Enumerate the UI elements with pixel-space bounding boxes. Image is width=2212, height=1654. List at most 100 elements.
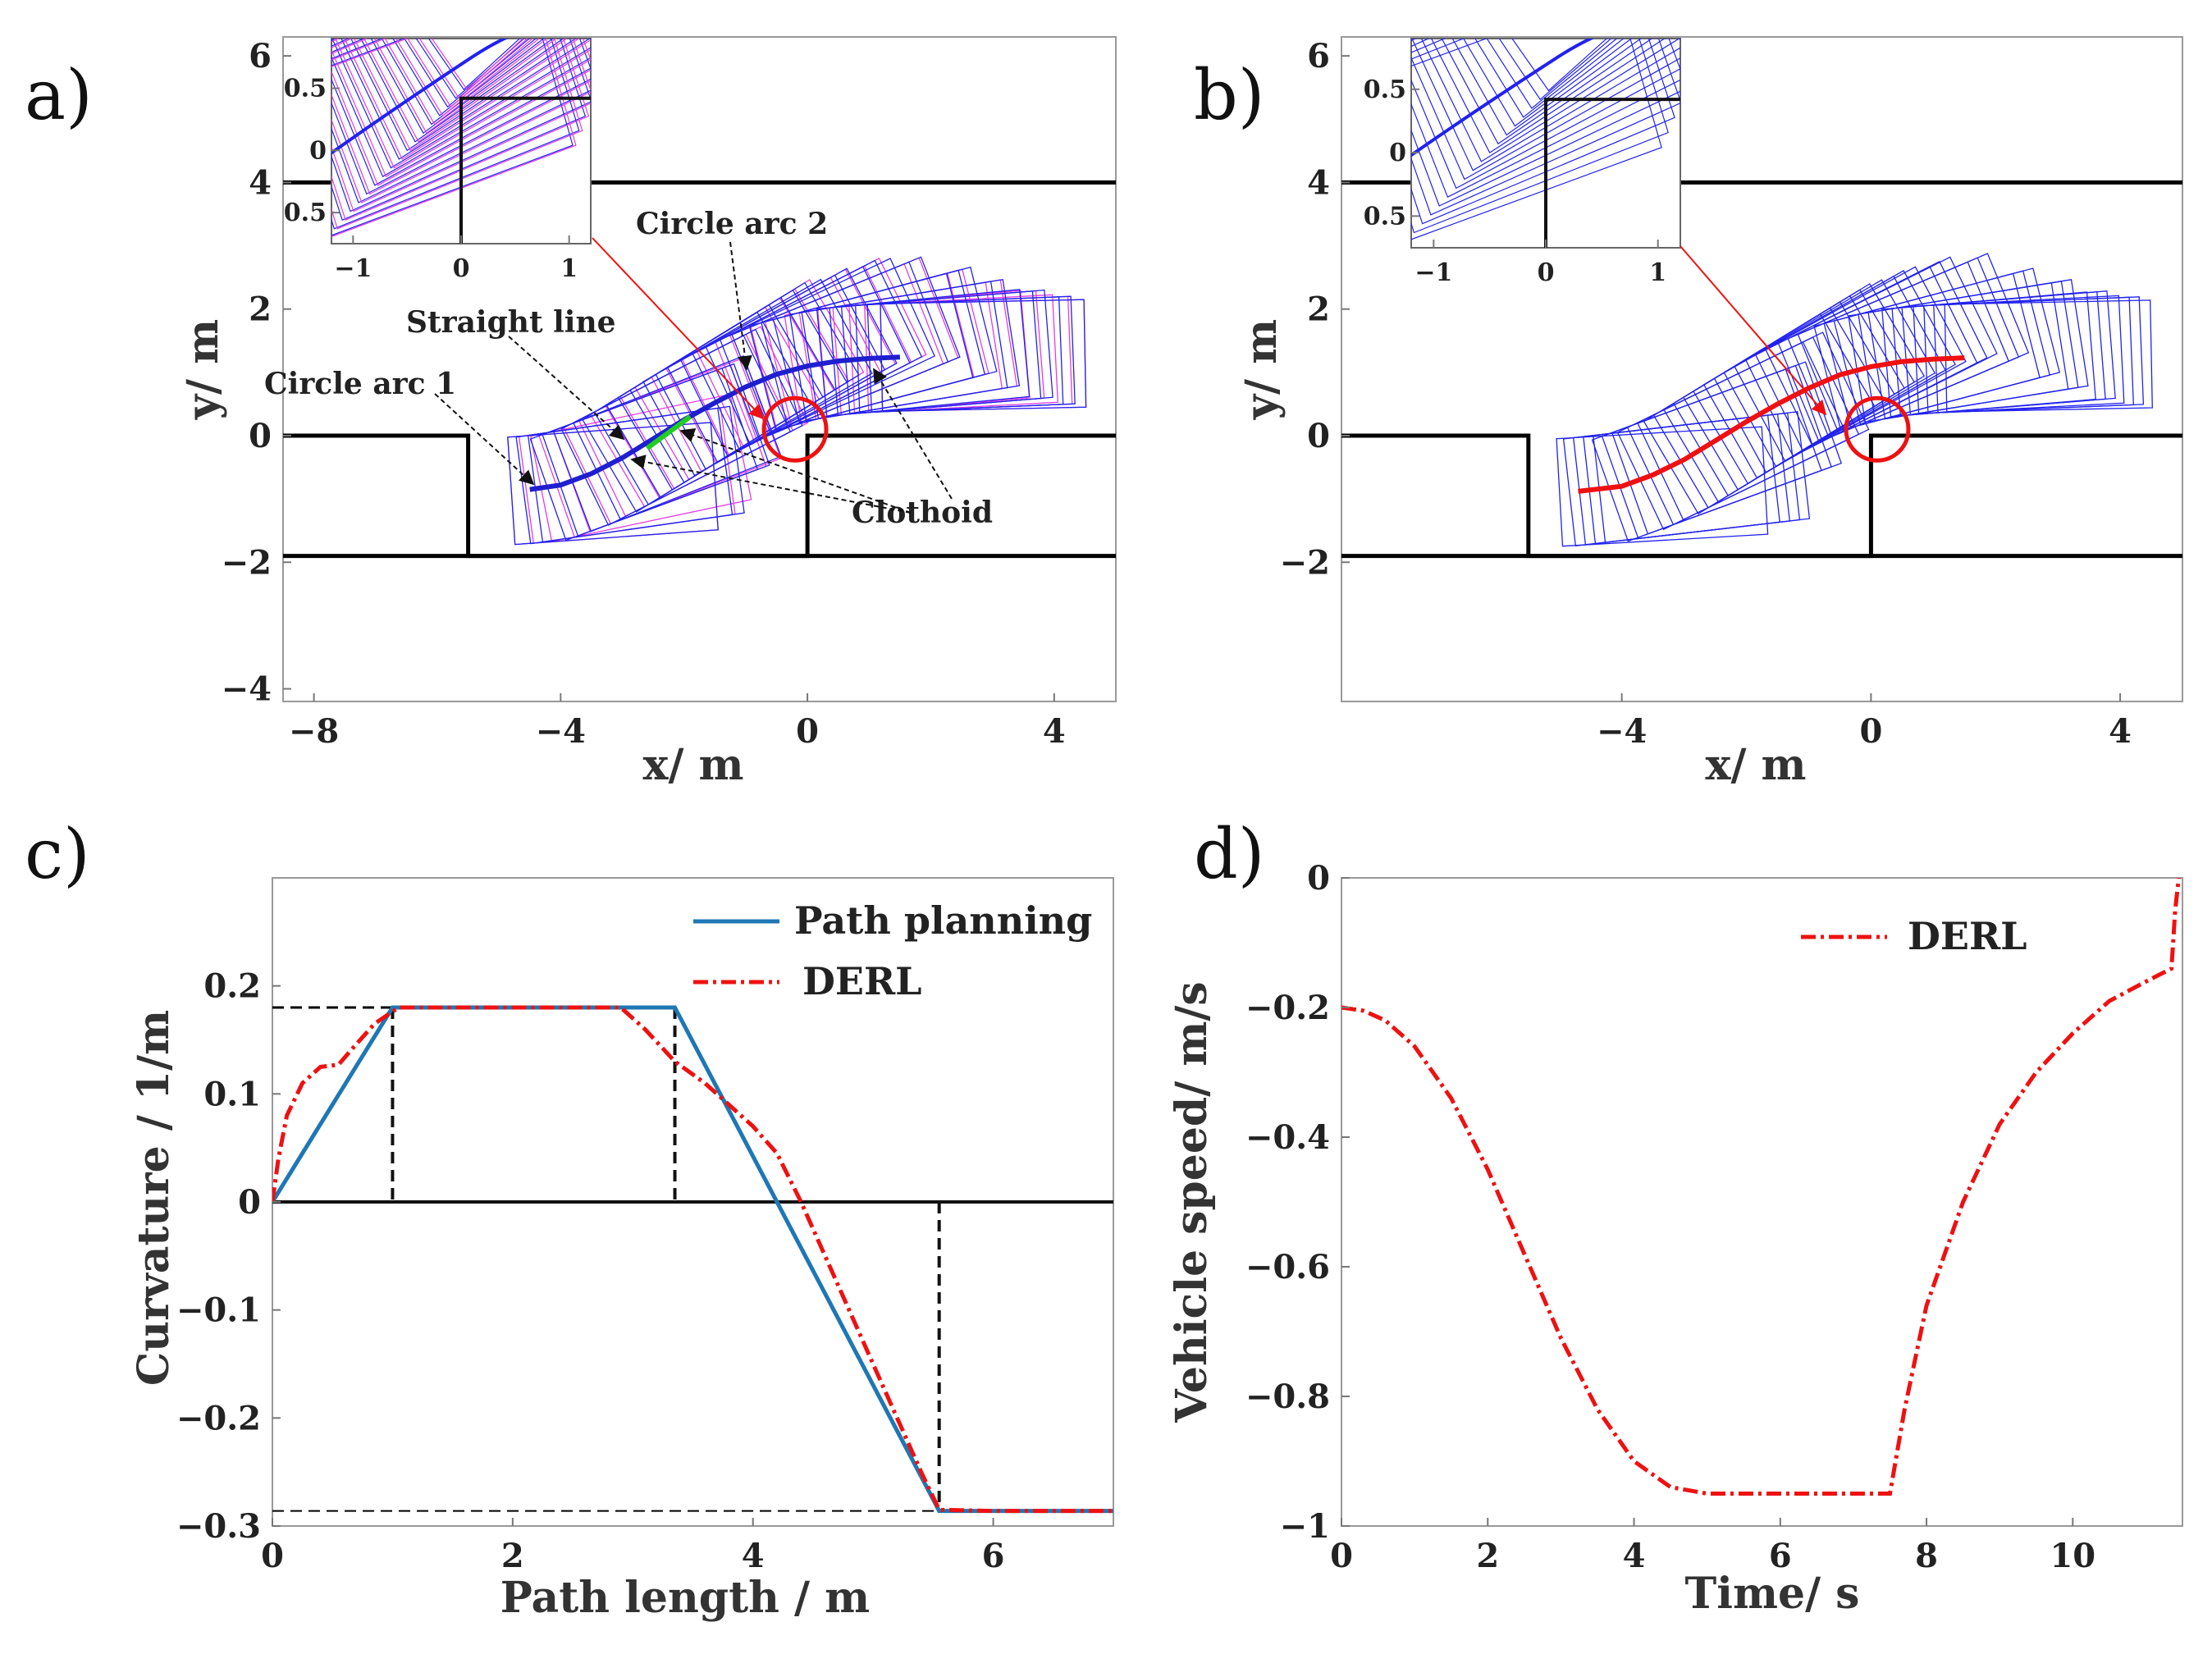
inset-a-ytick-label: 0 xyxy=(309,136,327,165)
vehicle-footprint-blue-b xyxy=(1693,283,1926,485)
vehicle-footprint-blue xyxy=(840,289,1053,415)
vehicle-footprint-blue xyxy=(629,281,860,484)
vehicle-footprint-blue-b xyxy=(1593,411,1811,543)
inset-a-footprint xyxy=(335,39,591,169)
axis-b-ytick-label: −2 xyxy=(1280,543,1330,582)
axes-frame-a xyxy=(282,36,1117,702)
inset-b-xtick-label: 0 xyxy=(1538,258,1555,287)
inset-b-footprint xyxy=(1411,39,1680,207)
axis-a-ytick-label: 2 xyxy=(249,290,272,329)
vehicle-footprint-blue-b xyxy=(1913,295,2125,414)
annotation-arrow xyxy=(679,427,912,514)
xlabel-a: x/ m xyxy=(642,740,743,790)
panel-b: −4 0 4 −2 0 2 4 6 x/ m y/ m −1 0 1 0.5 0 0.5 xyxy=(1236,36,2183,790)
axis-d-ytick-label: −1 xyxy=(1280,1507,1330,1546)
axis-d-ytick-label: −0.4 xyxy=(1245,1118,1330,1157)
vehicle-footprint-magenta xyxy=(530,393,752,543)
axis-b-xtick-label: 4 xyxy=(2109,712,2132,751)
vehicle-footprint-blue xyxy=(572,328,803,520)
axis-a-ytick-label: 4 xyxy=(249,163,272,202)
vehicle-footprint-blue-b xyxy=(1797,253,2030,435)
axis-a-xtick-label: 4 xyxy=(1043,712,1066,751)
inset-b-footprint xyxy=(1411,39,1680,216)
axis-c-ytick-label: 0.2 xyxy=(203,967,261,1006)
vehicle-footprint-blue xyxy=(507,422,719,546)
inset-a-footprint xyxy=(331,39,591,169)
axis-c-ytick-label: −0.1 xyxy=(176,1291,261,1330)
collision-circle-b xyxy=(1844,395,1911,463)
inset-a-footprint xyxy=(370,39,554,135)
vehicle-footprint-magenta xyxy=(848,294,1058,414)
inset-b-ytick-label: 0.5 xyxy=(1364,202,1406,231)
axis-d-xtick-label: 2 xyxy=(1476,1537,1499,1575)
inset-b-xtick-label: 1 xyxy=(1649,258,1666,287)
inset-a: −1 0 1 0.5 0 0.5 xyxy=(284,38,592,283)
axis-a-xtick-label: −8 xyxy=(289,712,339,751)
panel-label-d: d) xyxy=(1194,814,1265,894)
inset-a-footprint xyxy=(331,39,591,203)
axis-a-xtick-label: −4 xyxy=(536,712,586,751)
axis-b-xtick-label: 0 xyxy=(1859,712,1882,751)
legend-c: Path planning DERL xyxy=(693,898,1092,1003)
ylabel-b: y/ m xyxy=(1236,319,1287,420)
panel-c: 0 2 4 6−0.3−0.2−0.100.10.2 Path length / m … xyxy=(129,877,1114,1623)
legend-d: DERL xyxy=(1801,914,2027,958)
legend-label-derl-d: DERL xyxy=(1908,914,2027,958)
axis-c-xtick-label: 4 xyxy=(742,1537,765,1575)
panel-a: −8 −4 0 4 −4 −2 0 2 4 6 x/ m y/ m Circle arc 1 St… xyxy=(178,36,1117,790)
inset-a-footprint xyxy=(331,39,591,212)
axis-c-xtick-label: 2 xyxy=(501,1537,524,1575)
inset-b: −1 0 1 0.5 0 0.5 xyxy=(1364,38,1681,287)
vehicle-footprint-blue-b xyxy=(1867,279,2089,420)
axes-frame-b xyxy=(1341,36,2183,702)
planned-path-a xyxy=(529,354,901,492)
inset-b-footprint xyxy=(1420,39,1680,162)
axis-c-ytick-label: 0.1 xyxy=(203,1075,261,1113)
axis-b-ytick-label: 0 xyxy=(1307,417,1330,455)
inset-b-footprint xyxy=(1411,39,1680,199)
inset-a-footprint xyxy=(363,39,568,143)
axis-b-xtick-label: −4 xyxy=(1597,712,1647,751)
vehicle-footprint-blue xyxy=(542,363,770,537)
axis-d-ytick-label: −0.2 xyxy=(1245,989,1330,1027)
inset-b-footprint xyxy=(1451,39,1642,136)
inset-b-ytick-label: 0 xyxy=(1389,139,1406,167)
derl-path-b xyxy=(1578,355,1965,494)
series-derl-d xyxy=(1341,878,2181,1496)
vehicle-footprint-blue-b xyxy=(1933,296,2145,414)
vehicle-footprint-blue xyxy=(642,278,873,477)
xlabel-d: Time/ s xyxy=(1685,1569,1860,1619)
axis-c-xtick-label: 0 xyxy=(261,1537,284,1575)
annotation-arrows xyxy=(434,237,953,514)
vehicle-footprint-blue-b xyxy=(1765,256,1998,447)
inset-a-footprint xyxy=(331,39,587,222)
axis-c-ytick-label: −0.3 xyxy=(176,1507,261,1546)
vehicle-footprint-blue xyxy=(692,259,923,451)
inset-a-footprint xyxy=(331,39,591,195)
vehicle-footprint-blue xyxy=(816,289,1031,417)
annotation-arrow xyxy=(729,241,752,371)
axis-c-xtick-label: 6 xyxy=(982,1537,1005,1575)
vehicle-footprint-blue-b xyxy=(1833,267,2060,426)
axes-frame-d xyxy=(1341,877,2183,1527)
vehicle-footprint-blue-b xyxy=(1556,426,1769,547)
inset-a-xtick-label: −1 xyxy=(334,254,372,283)
inset-a-footprint xyxy=(331,39,574,236)
vehicle-footprint-blue-b xyxy=(1591,368,1822,542)
vehicle-footprint-blue-b xyxy=(1636,331,1870,521)
annotation-arrow xyxy=(508,336,625,441)
annotation-clothoid: Clothoid xyxy=(852,496,993,530)
inset-b-footprint xyxy=(1441,39,1653,145)
ylabel-d: Vehicle speed/ m/s xyxy=(1167,981,1217,1423)
inset-a-xtick-label: 1 xyxy=(560,254,578,283)
axis-a-xtick-label: 0 xyxy=(796,712,819,751)
zoom-link-b xyxy=(1680,245,1827,416)
inset-b-footprint xyxy=(1411,57,1680,180)
axis-a-ytick-label: −2 xyxy=(222,543,272,582)
vehicle-footprint-blue xyxy=(527,405,745,543)
inset-a-footprint xyxy=(331,39,591,212)
axis-d-xtick-label: 0 xyxy=(1330,1537,1353,1575)
inset-a-ytick-label: 0.5 xyxy=(284,75,327,103)
inset-a-footprint xyxy=(340,39,591,160)
